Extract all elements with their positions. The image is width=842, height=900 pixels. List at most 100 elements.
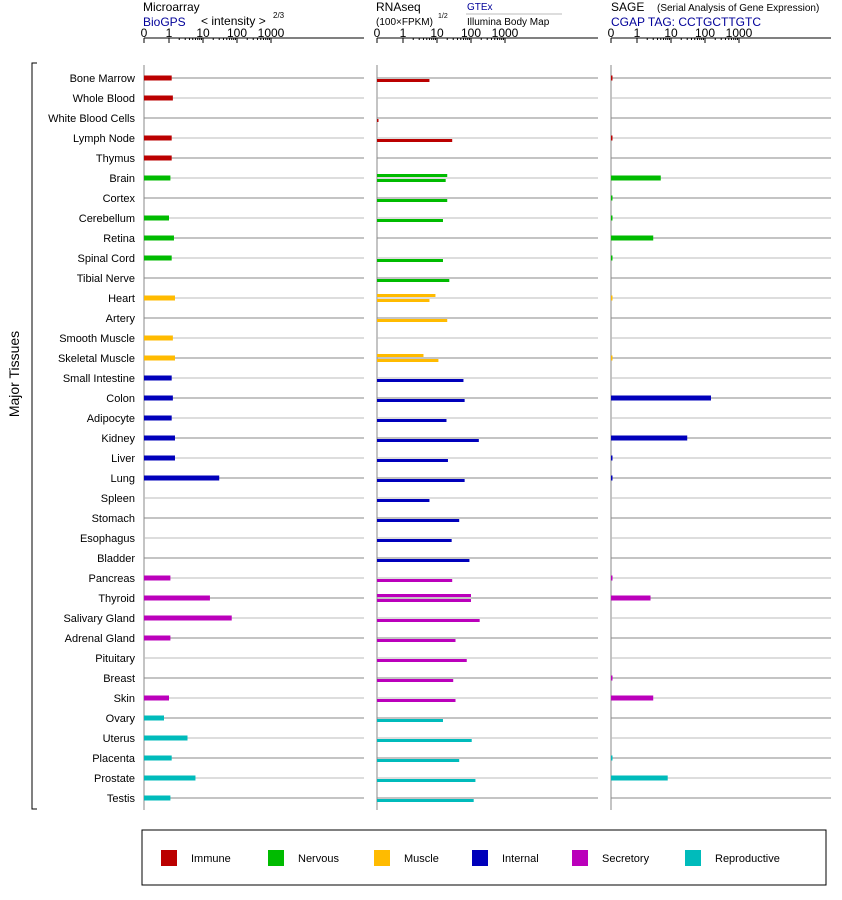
legend-swatch [572,850,588,866]
bar-rnaseq-gtex [377,354,424,357]
x-tick-label: 10 [196,26,210,40]
rnaseq-unit: (100×FPKM) [376,17,433,28]
legend-label: Nervous [298,853,339,865]
x-tick-label: 0 [141,26,148,40]
microarray-title: Microarray [143,0,200,14]
bar-rnaseq [377,759,460,762]
bar-rnaseq [377,699,456,702]
legend-label: Internal [502,853,539,865]
legend-label: Muscle [404,853,439,865]
sage-title: SAGE [611,0,644,14]
bar-rnaseq [377,739,472,742]
tissue-label: Heart [108,293,135,305]
bar-rnaseq [377,399,465,402]
bar-sage [611,215,613,221]
bar-rnaseq [377,319,448,322]
bar-rnaseq [377,219,443,222]
x-tick-label: 10 [664,26,678,40]
bar-rnaseq [377,359,439,362]
tissue-label: Skeletal Muscle [58,353,135,365]
bar-microarray [144,715,164,721]
tissue-label: Thyroid [98,593,135,605]
tissue-label: Prostate [94,773,135,785]
tissue-label: Thymus [96,153,136,165]
legend-label: Reproductive [715,853,780,865]
axis-label-major-tissues: Major Tissues [6,331,22,417]
bar-sage [611,595,651,601]
microarray-scale-exponent: 2/3 [273,11,285,20]
legend-swatch [268,850,284,866]
tissue-label: Lymph Node [73,133,135,145]
bar-rnaseq [377,799,474,802]
bar-rnaseq [377,539,452,542]
bar-microarray [144,795,171,801]
tissue-label: White Blood Cells [48,113,135,125]
legend-label: Immune [191,853,231,865]
bar-microarray [144,455,175,461]
x-tick-label: 1 [166,26,173,40]
tissue-label: Uterus [103,733,136,745]
bar-rnaseq [377,259,443,262]
tissue-label: Artery [106,313,136,325]
x-tick-label: 0 [374,26,381,40]
bar-microarray [144,755,172,761]
tissue-label: Skin [114,693,135,705]
bar-microarray [144,415,172,421]
x-tick-label: 100 [227,26,247,40]
bar-rnaseq [377,179,446,182]
x-tick-label: 1000 [726,26,753,40]
panel-microarray: 0 1 10 100 1000 [141,26,364,810]
x-tick-label: 1000 [492,26,519,40]
tissue-label: Adipocyte [87,413,135,425]
sage-tag: CGAP TAG: CCTGCTTGTC [611,15,761,29]
x-tick-label: 10 [430,26,444,40]
tissue-label: Lung [111,473,135,485]
tissue-label: Breast [103,673,135,685]
bar-sage [611,175,661,181]
bar-sage [611,575,613,581]
rnaseq-unit-exponent: 1/2 [438,13,448,20]
bar-sage [611,135,613,141]
bar-sage [611,75,613,81]
bar-rnaseq [377,79,430,82]
bar-microarray [144,375,172,381]
bar-microarray [144,595,210,601]
bar-microarray [144,695,169,701]
bar-microarray [144,175,171,181]
tissue-label: Salivary Gland [63,613,135,625]
tissue-label: Pituitary [95,653,135,665]
tissue-label: Brain [109,173,135,185]
bar-microarray [144,95,173,101]
bar-sage [611,775,668,781]
bar-rnaseq [377,279,450,282]
bar-microarray [144,775,196,781]
bar-microarray [144,575,171,581]
bar-microarray [144,135,172,141]
tissue-label: Whole Blood [73,93,135,105]
bar-rnaseq [377,299,430,302]
tissue-label: Spleen [101,493,135,505]
x-tick-label: 1000 [258,26,285,40]
bar-microarray [144,215,169,221]
bar-rnaseq-gtex [377,294,436,297]
bar-rnaseq [377,579,453,582]
tissue-label: Tibial Nerve [77,273,135,285]
bar-sage [611,255,613,261]
bar-sage [611,355,613,361]
bar-microarray [144,395,173,401]
tissue-label: Colon [106,393,135,405]
bar-microarray [144,635,171,641]
bar-sage [611,235,654,241]
bar-microarray [144,155,172,161]
tissue-label: Small Intestine [63,373,135,385]
bar-sage [611,195,613,201]
bar-rnaseq [377,419,447,422]
bar-rnaseq [377,639,456,642]
bar-rnaseq [377,719,443,722]
bar-sage [611,755,613,761]
bar-rnaseq [377,459,448,462]
sage-subtitle: (Serial Analysis of Gene Expression) [657,3,819,14]
bar-microarray [144,355,175,361]
bar-rnaseq [377,779,476,782]
